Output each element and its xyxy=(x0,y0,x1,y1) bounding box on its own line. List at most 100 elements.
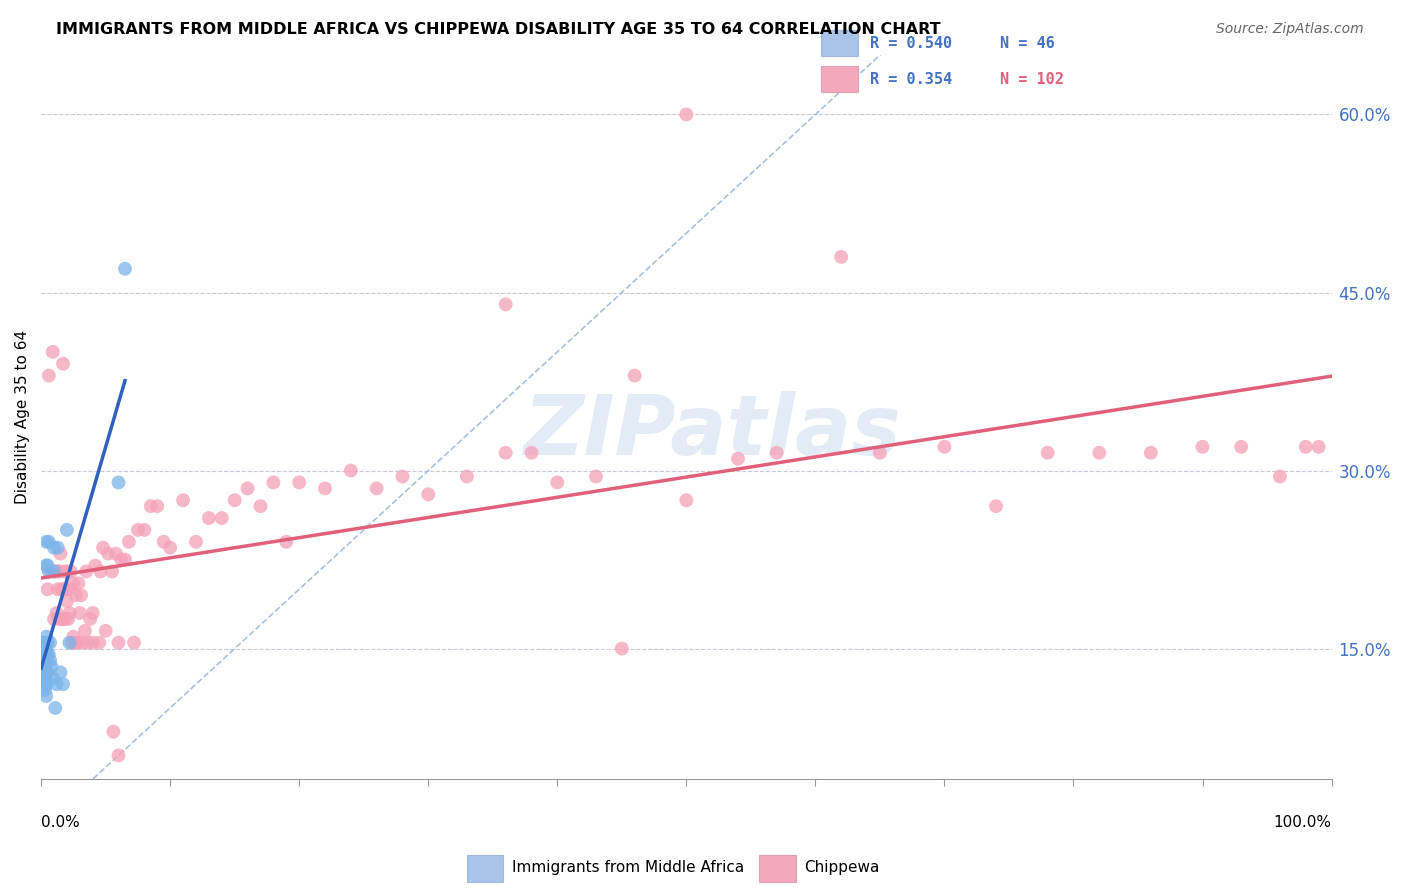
Point xyxy=(62,630,84,644)
Point xyxy=(727,451,749,466)
Point xyxy=(97,547,120,561)
Point xyxy=(114,261,136,276)
Point xyxy=(58,606,80,620)
Point xyxy=(340,464,363,478)
Point xyxy=(984,499,1007,513)
Point xyxy=(55,612,77,626)
Text: R = 0.354: R = 0.354 xyxy=(870,71,952,87)
Point xyxy=(934,440,956,454)
Point xyxy=(53,565,76,579)
Point xyxy=(38,534,60,549)
Point xyxy=(79,612,101,626)
Text: Chippewa: Chippewa xyxy=(804,860,880,875)
Point xyxy=(89,635,111,649)
Point xyxy=(34,635,56,649)
Point xyxy=(236,481,259,495)
Point xyxy=(37,665,59,680)
Y-axis label: Disability Age 35 to 64: Disability Age 35 to 64 xyxy=(15,330,30,504)
Point xyxy=(31,659,53,673)
Point xyxy=(184,534,207,549)
Point xyxy=(314,481,336,495)
Point xyxy=(44,565,66,579)
Point xyxy=(262,475,284,490)
Point xyxy=(75,565,97,579)
Point xyxy=(63,635,86,649)
Point xyxy=(53,582,76,597)
Text: Source: ZipAtlas.com: Source: ZipAtlas.com xyxy=(1216,22,1364,37)
Point xyxy=(520,446,543,460)
Point xyxy=(675,107,697,121)
Point xyxy=(34,659,56,673)
Point xyxy=(31,635,53,649)
Point xyxy=(38,648,60,662)
Point xyxy=(107,635,129,649)
Point xyxy=(56,523,79,537)
Point xyxy=(58,582,80,597)
Point xyxy=(45,677,67,691)
Point xyxy=(418,487,440,501)
Point xyxy=(32,635,55,649)
Text: N = 102: N = 102 xyxy=(1000,71,1064,87)
Point xyxy=(51,612,73,626)
Point xyxy=(1140,446,1163,460)
Bar xyxy=(821,65,858,92)
Point xyxy=(72,635,94,649)
Point xyxy=(31,648,53,662)
Point xyxy=(118,534,141,549)
Point xyxy=(46,582,69,597)
Point xyxy=(34,683,56,698)
Point xyxy=(276,534,298,549)
Point xyxy=(67,576,90,591)
Point xyxy=(35,630,58,644)
Point xyxy=(76,635,98,649)
Point xyxy=(1308,440,1330,454)
Point xyxy=(52,677,75,691)
Point xyxy=(56,565,79,579)
Point xyxy=(159,541,181,555)
Point xyxy=(37,648,59,662)
Point xyxy=(610,641,633,656)
Point xyxy=(37,635,59,649)
Point xyxy=(41,659,63,673)
Point xyxy=(42,344,65,359)
Point xyxy=(89,565,111,579)
Point xyxy=(32,648,55,662)
Point xyxy=(495,446,517,460)
Point xyxy=(1230,440,1253,454)
Point xyxy=(59,565,82,579)
Point xyxy=(152,534,174,549)
Point xyxy=(42,565,65,579)
Point xyxy=(32,659,55,673)
Point xyxy=(211,511,233,525)
Point xyxy=(56,594,79,608)
Point xyxy=(34,641,56,656)
Point xyxy=(62,576,84,591)
Point xyxy=(546,475,568,490)
Point xyxy=(139,499,162,513)
Point xyxy=(32,671,55,685)
Point xyxy=(198,511,221,525)
Point xyxy=(249,499,271,513)
Point xyxy=(69,606,91,620)
Point xyxy=(623,368,645,383)
Point xyxy=(52,612,75,626)
Point xyxy=(101,565,124,579)
Point xyxy=(39,653,62,667)
Point xyxy=(675,493,697,508)
Point xyxy=(48,565,70,579)
Point xyxy=(84,558,107,573)
Point xyxy=(104,547,127,561)
Point xyxy=(41,565,63,579)
Point xyxy=(38,565,60,579)
Point xyxy=(35,677,58,691)
Point xyxy=(134,523,156,537)
Point xyxy=(110,552,132,566)
Point xyxy=(1036,446,1059,460)
Text: 100.0%: 100.0% xyxy=(1274,814,1331,830)
Point xyxy=(82,635,104,649)
Point xyxy=(122,635,145,649)
Point xyxy=(456,469,478,483)
Point xyxy=(1268,469,1291,483)
Point xyxy=(52,357,75,371)
Point xyxy=(44,701,66,715)
